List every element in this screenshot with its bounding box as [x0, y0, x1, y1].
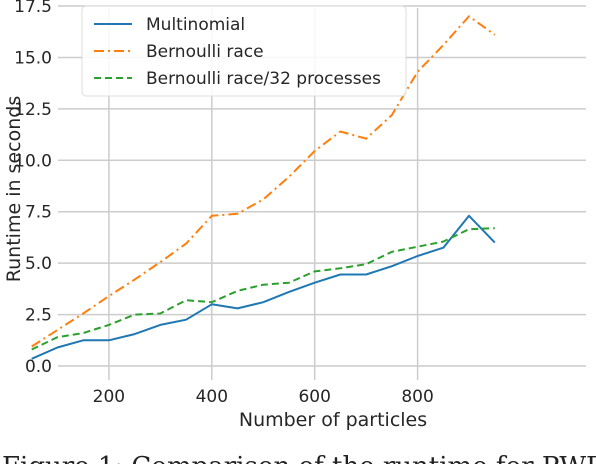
- legend-entry: Bernoulli race/32 processes: [146, 69, 381, 89]
- legend-entry: Multinomial: [146, 15, 245, 35]
- x-tick-label: 400: [196, 387, 228, 407]
- x-tick-label: 600: [298, 387, 330, 407]
- legend-box: [81, 5, 407, 97]
- legend: Multinomial Bernoulli race Bernoulli race/…: [81, 5, 407, 97]
- y-tick-label: 0.0: [25, 357, 52, 377]
- x-axis-label: Number of particles: [239, 409, 427, 431]
- legend-entry: Bernoulli race: [146, 42, 264, 62]
- y-axis-label: Runtime in seconds: [3, 96, 25, 282]
- y-tick-labels: 0.0 2.5 5.0 7.5 10.0 12.5 15.0 17.5: [14, 0, 52, 377]
- y-tick-label: 15.0: [14, 48, 52, 68]
- y-tick-label: 2.5: [25, 306, 52, 326]
- x-tick-label: 800: [401, 387, 433, 407]
- y-tick-label: 7.5: [25, 203, 52, 223]
- y-tick-label: 17.5: [14, 0, 52, 17]
- series-line-3: [31, 227, 495, 351]
- figure-caption: Figure 1: Comparison of the runtime for …: [2, 452, 596, 464]
- y-tick-label: 10.0: [14, 151, 52, 171]
- series-line-1: [31, 214, 496, 360]
- series-layer: [31, 15, 496, 360]
- y-tick-label: 12.5: [14, 100, 52, 120]
- x-tick-labels: 200 400 600 800: [93, 387, 434, 407]
- x-tick-label: 200: [93, 387, 125, 407]
- y-tick-label: 5.0: [25, 254, 52, 274]
